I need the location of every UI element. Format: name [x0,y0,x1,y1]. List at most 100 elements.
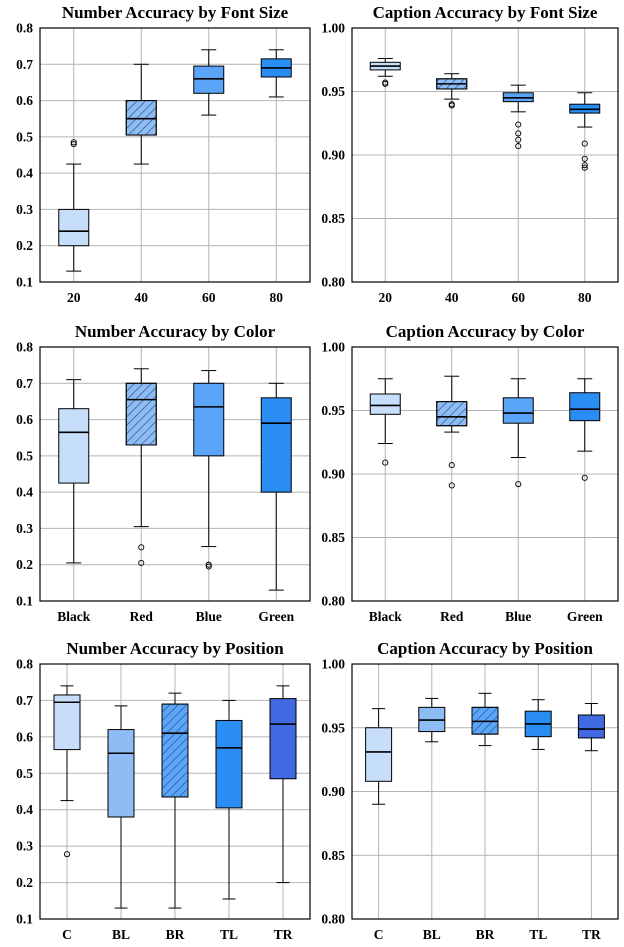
y-tick-label: 0.1 [16,912,33,927]
outlier-point [581,474,588,481]
box-hatch [436,401,468,427]
x-tick-label: TL [220,927,238,942]
chart-title: Number Accuracy by Color [75,322,276,341]
box-body [569,392,601,422]
box-60 [502,84,534,150]
plot-frame [39,27,311,283]
x-tick-label: BL [112,927,130,942]
box-Red [125,368,157,566]
x-tick-label: Red [130,609,154,624]
y-tick-label: 0.90 [321,148,345,163]
x-tick-label: BL [423,927,441,942]
box-hatch [125,100,157,136]
x-tick-label: Green [567,609,603,624]
outlier-point [581,164,588,171]
outlier-point [515,143,522,150]
box-20 [369,57,401,87]
x-tick-label: C [374,927,384,942]
chart-panel: Caption Accuracy by Font Size 0.80 0.85 0.9… [321,3,619,305]
outlier-point [448,482,455,489]
y-tick-label: 0.3 [16,202,33,217]
box-BR [471,692,499,747]
box-body [577,714,605,739]
x-tick-label: 20 [67,290,81,305]
box-body [269,698,297,780]
box-body [193,65,225,94]
y-tick-label: 0.3 [16,839,33,854]
box-body [369,393,401,415]
y-tick-label: 0.80 [321,275,345,290]
outlier-point [515,481,522,488]
outlier-point [448,462,455,469]
y-tick-label: 0.7 [16,693,33,708]
x-tick-label: TR [274,927,293,942]
box-body [502,397,534,424]
outlier-point [382,79,389,86]
box-80 [569,92,601,171]
y-tick-label: 0.8 [16,657,33,672]
box-C [365,708,393,805]
x-tick-label: C [62,927,72,942]
x-tick-label: Red [440,609,464,624]
y-tick-label: 0.85 [321,530,345,545]
chart-panel: Caption Accuracy by Color 0.80 0.85 0.90 0.9… [321,322,619,624]
x-tick-label: 40 [445,290,459,305]
x-tick-label: Green [258,609,294,624]
y-tick-label: 1.00 [321,340,345,355]
y-tick-label: 0.5 [16,129,33,144]
y-tick-label: 0.85 [321,211,345,226]
box-Black [58,379,90,564]
x-tick-label: 60 [202,290,216,305]
plot-frame [39,346,311,602]
y-tick-label: 0.2 [16,875,33,890]
x-tick-label: 40 [135,290,149,305]
box-40 [436,73,468,109]
box-BL [418,697,446,743]
box-60 [193,49,225,116]
y-tick-label: 0.3 [16,521,33,536]
outlier-point [581,162,588,169]
x-tick-label: 80 [578,290,592,305]
outlier-point [205,561,212,568]
x-tick-label: 60 [512,290,526,305]
x-tick-label: TR [582,927,601,942]
box-C [53,685,81,858]
box-body [193,382,225,457]
y-tick-label: 1.00 [321,657,345,672]
box-TL [215,699,243,900]
box-TR [269,685,297,884]
box-TL [524,699,552,750]
chart-title: Caption Accuracy by Color [386,322,585,341]
y-tick-label: 0.95 [321,84,345,99]
chart-title: Caption Accuracy by Font Size [373,3,598,22]
y-tick-label: 0.90 [321,467,345,482]
y-tick-label: 0.8 [16,340,33,355]
x-tick-label: TL [529,927,547,942]
box-Black [369,378,401,466]
chart-title: Caption Accuracy by Position [377,639,593,658]
x-tick-label: Blue [505,609,531,624]
plot-frame [39,663,311,920]
y-tick-label: 0.4 [16,166,33,181]
outlier-point [515,130,522,137]
y-tick-label: 0.2 [16,557,33,572]
outlier-point [581,140,588,147]
outlier-point [138,544,145,551]
plot-frame [351,27,619,283]
y-tick-label: 0.85 [321,848,345,863]
outlier-point [70,139,77,146]
box-BL [107,705,135,909]
box-body [53,694,81,751]
x-tick-label: Black [369,609,402,624]
box-hatch [125,382,157,446]
x-tick-label: 80 [270,290,284,305]
box-body [107,729,135,818]
y-tick-label: 0.1 [16,594,33,609]
outlier-point [138,559,145,566]
y-tick-label: 0.4 [16,485,33,500]
chart-panel: Caption Accuracy by Position 0.80 0.85 0.90… [321,639,619,942]
box-Red [436,375,468,489]
chart-title: Number Accuracy by Font Size [62,3,289,22]
y-tick-label: 0.90 [321,784,345,799]
outlier-point [70,141,77,148]
